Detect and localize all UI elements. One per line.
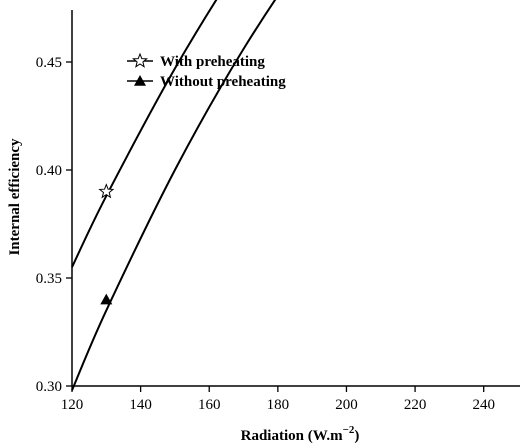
x-tick-label: 180: [267, 397, 290, 413]
x-tick-label: 200: [335, 397, 358, 413]
x-tick-label: 240: [472, 397, 495, 413]
ticks: 1201401601802002202400.300.350.400.450.5…: [36, 55, 495, 413]
axes: [71, 10, 520, 387]
x-axis-title-main: Radiation (W.m: [241, 428, 343, 444]
x-axis-title-superscript: −2: [343, 424, 355, 436]
legend: With preheating Without preheating: [127, 52, 286, 90]
x-tick-label: 140: [129, 397, 152, 413]
y-axis-title: Internal efficiency: [7, 138, 23, 256]
point-with-preheating: [98, 183, 115, 199]
x-axis-title: Radiation (W.m−2): [241, 424, 360, 444]
legend-triangle-marker: [134, 75, 146, 86]
data-points: [98, 183, 115, 305]
y-tick-label: 0.45: [36, 55, 62, 71]
point-without-preheating: [100, 293, 113, 305]
y-tick-label: 0.30: [36, 379, 62, 395]
fit-curves: [71, 0, 277, 391]
x-axis-title-end: ): [354, 428, 359, 444]
y-tick-label: 0.40: [36, 163, 62, 179]
legend-label-with-preheating: With preheating: [160, 54, 265, 70]
legend-star-marker: [131, 52, 149, 68]
x-tick-label: 120: [61, 397, 84, 413]
y-tick-label: 0.35: [36, 271, 62, 287]
fit-curve-series-1: [71, 0, 277, 391]
legend-label-without-preheating: Without preheating: [160, 74, 286, 90]
x-tick-label: 160: [198, 397, 221, 413]
fit-curve-series-0: [71, 0, 218, 268]
x-tick-label: 220: [404, 397, 427, 413]
